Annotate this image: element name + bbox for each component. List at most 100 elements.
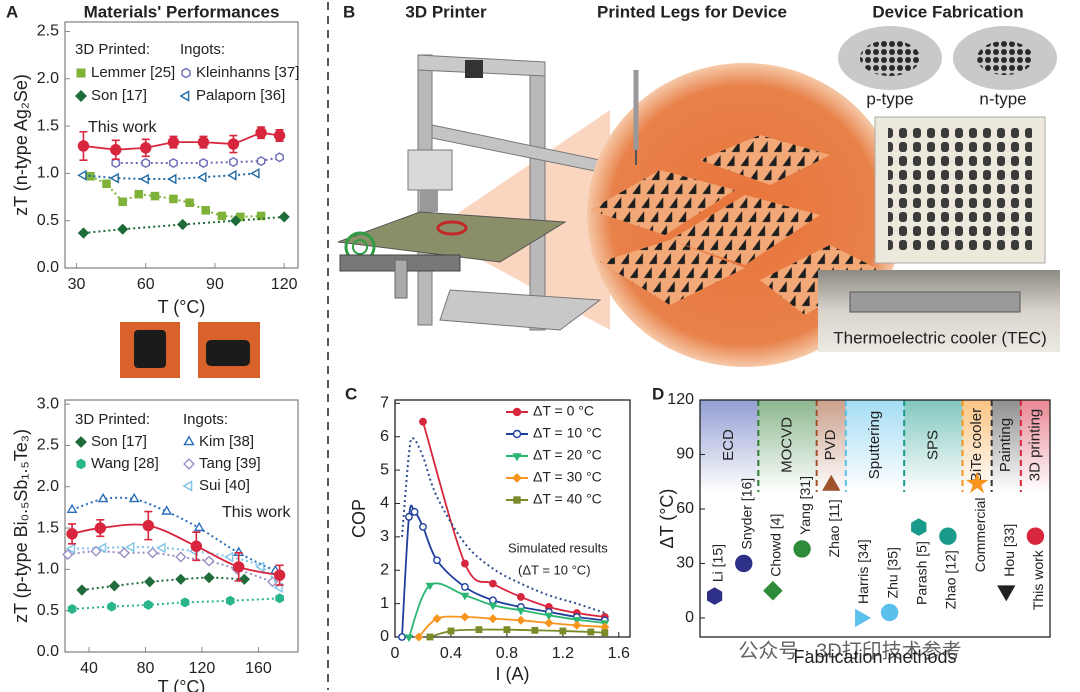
marker [66, 528, 78, 540]
method-label: MOCVD [778, 417, 795, 473]
data-point [1026, 527, 1045, 545]
y-tick-label: 0.0 [37, 643, 59, 660]
data-point [735, 554, 753, 573]
marker [111, 157, 121, 169]
series-line [400, 437, 606, 614]
marker [414, 632, 424, 642]
method-label: BiTe cooler [968, 408, 985, 482]
y-tick-label: 1.5 [37, 519, 59, 536]
marker [419, 522, 427, 531]
marker [225, 595, 235, 606]
method-band [904, 400, 963, 492]
series-annotation: Simulated results [508, 540, 608, 555]
marker [150, 191, 160, 201]
marker [193, 521, 205, 532]
method-label: Sputtering [866, 411, 883, 479]
marker [175, 551, 187, 563]
legend-marker [179, 90, 190, 102]
point-label: Commercial [972, 498, 988, 573]
marker [256, 211, 266, 221]
legend-title: Ingots: [180, 41, 225, 58]
marker [142, 519, 155, 532]
method-band [845, 400, 905, 492]
legend-label: Sui [40] [199, 477, 250, 494]
point-label: Zhao [12] [943, 550, 959, 609]
method-label: PVD [822, 429, 839, 460]
panel-title: Device Fabrication [872, 2, 1023, 21]
y-tick-label: 5 [380, 461, 389, 478]
method-label: 3D printing [1026, 409, 1043, 482]
marker [255, 126, 267, 139]
marker [146, 547, 159, 559]
legend-marker [75, 90, 87, 102]
y-tick-label: 3 [380, 528, 389, 545]
data-point [911, 518, 927, 536]
legend-label: Lemmer [25] [91, 64, 175, 81]
legend-marker [76, 68, 86, 78]
marker [125, 541, 135, 553]
point-label: This work [1030, 549, 1046, 610]
marker [433, 556, 441, 565]
marker [185, 198, 194, 207]
y-tick-label: 0 [380, 628, 389, 645]
marker [128, 492, 140, 503]
legend-label: ΔT = 30 °C [533, 469, 602, 485]
legend-label: Son [17] [91, 433, 147, 450]
legend-label: Kim [38] [199, 433, 254, 450]
y-axis-label: zT (n-type Ag₂Se) [11, 74, 31, 216]
y-axis-label: zT (p-type Bi₀.₅Sb₁.₅Te₃) [11, 429, 31, 623]
y-tick-label: 0.0 [37, 259, 59, 276]
legend-marker [74, 436, 88, 448]
x-tick-label: 80 [137, 660, 155, 677]
marker [516, 593, 525, 601]
series-line [429, 628, 605, 638]
marker [256, 156, 266, 167]
photo-caption: p-type [866, 89, 913, 108]
legend-marker [512, 453, 522, 462]
series-line [81, 576, 245, 592]
marker [224, 551, 234, 563]
marker [425, 582, 435, 591]
marker [141, 157, 151, 169]
marker [475, 626, 483, 634]
marker [278, 211, 290, 223]
marker [203, 555, 215, 567]
photo-caption: Thermoelectric cooler (TEC) [833, 328, 1047, 347]
marker [227, 169, 237, 181]
marker [426, 633, 434, 641]
marker [447, 627, 455, 635]
legend-title: 3D Printed: [75, 41, 150, 58]
marker [190, 540, 203, 552]
marker [201, 206, 210, 215]
marker [117, 223, 129, 235]
x-axis-label: T (°C) [158, 677, 206, 692]
point-label: Li [15] [709, 544, 725, 582]
marker [161, 505, 173, 515]
x-axis-label: I (A) [496, 664, 530, 684]
marker [559, 627, 567, 635]
y-tick-label: 1.5 [37, 117, 59, 134]
series-annotation: This work [222, 504, 291, 521]
marker [238, 573, 251, 585]
y-tick-label: 1.0 [37, 165, 59, 182]
marker [144, 576, 156, 588]
marker [107, 601, 116, 612]
point-label: Snyder [16] [738, 478, 754, 550]
x-tick-label: 90 [206, 276, 224, 293]
marker [489, 596, 497, 605]
marker [77, 227, 90, 239]
marker [275, 593, 284, 604]
x-tick-label: 120 [189, 660, 216, 677]
marker [156, 542, 166, 554]
x-axis-label: T (°C) [158, 297, 206, 317]
plot-frame [64, 21, 299, 269]
marker [273, 129, 286, 142]
panel-title: Printed Legs for Device [597, 2, 787, 21]
y-tick-label: 3.0 [37, 395, 59, 412]
marker [169, 157, 178, 169]
marker [232, 561, 245, 573]
y-tick-label: 0.5 [37, 212, 59, 229]
y-tick-label: 2.5 [37, 23, 59, 40]
marker [544, 618, 554, 628]
